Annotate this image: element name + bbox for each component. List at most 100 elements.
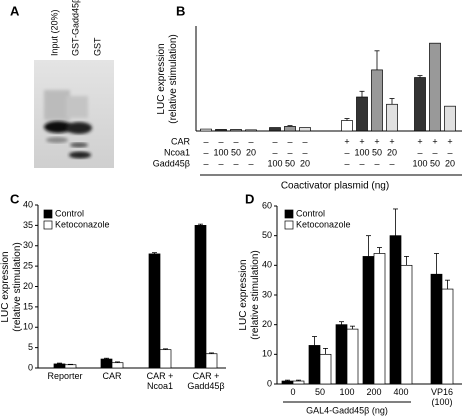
lane-label: GST-Gadd45β: [70, 0, 80, 56]
error-bar: [377, 247, 382, 254]
bar: [346, 328, 359, 385]
bar: [386, 103, 398, 132]
bar: [389, 235, 402, 385]
bar: [205, 353, 218, 369]
error-bar: [152, 252, 157, 254]
bar: [200, 128, 212, 132]
y-tick-label: 40: [23, 199, 33, 209]
error-bar: [209, 352, 214, 354]
x-tick-label: Reporter: [47, 371, 83, 381]
table-cell: 50: [231, 147, 241, 157]
x-tick-label: CAR + Ncoa1: [146, 371, 174, 391]
y-axis-label: LUC expression (relative stimulation): [156, 33, 179, 124]
error-bar: [198, 223, 203, 226]
bar: [430, 273, 443, 385]
bar: [148, 253, 161, 369]
y-tick-label: 35: [23, 220, 33, 230]
bar: [362, 256, 375, 385]
panel-label: D: [245, 191, 254, 206]
y-tick-label: 60: [262, 200, 272, 210]
table-cell: +: [432, 136, 437, 146]
table-cell: 20: [300, 158, 310, 168]
table-cell: –: [203, 147, 208, 157]
bar: [284, 126, 296, 132]
bar: [400, 264, 413, 385]
bar: [429, 42, 441, 132]
bar: [371, 69, 383, 132]
table-cell: –: [233, 158, 238, 168]
table-cell: +: [389, 136, 394, 146]
table-cell: 100: [354, 147, 369, 157]
legend-label: Ketoconazole: [296, 219, 351, 229]
table-cell: –: [272, 136, 277, 146]
table-cell: 100: [267, 158, 282, 168]
table-cell: –: [344, 158, 349, 168]
y-tick-label: 30: [23, 240, 33, 250]
table-cell: –: [374, 158, 379, 168]
error-bar: [359, 90, 365, 98]
legend-swatch: [43, 209, 53, 219]
y-tick-label: 20: [23, 281, 33, 291]
table-cell: +: [447, 136, 452, 146]
error-bar: [434, 253, 439, 275]
bar: [373, 253, 386, 385]
y-tick-label: 10: [23, 322, 33, 332]
error-bar: [312, 336, 317, 346]
table-cell: –: [389, 158, 394, 168]
table-cell: –: [203, 136, 208, 146]
lane-label: Input (20%): [49, 9, 59, 56]
error-bar: [57, 362, 62, 364]
error-bar: [350, 325, 355, 330]
x-tick-label: 100: [339, 387, 355, 397]
error-bar: [366, 235, 371, 257]
x-tick-label: 0: [290, 387, 296, 397]
bar: [159, 349, 172, 369]
bar: [194, 225, 207, 369]
table-cell: –: [417, 147, 422, 157]
y-tick-label: 50: [262, 230, 272, 240]
table-cell: –: [432, 147, 437, 157]
table-cell: –: [248, 158, 253, 168]
error-bar: [115, 361, 120, 363]
error-bar: [417, 75, 423, 78]
panel-label: B: [176, 3, 185, 18]
group-label: GAL4-Gadd45β (ng): [306, 405, 388, 415]
table-cell: +: [417, 136, 422, 146]
table-cell: +: [374, 136, 379, 146]
x-tick-label: CAR: [102, 371, 122, 381]
table-cell: 100: [213, 147, 228, 157]
panel-label: A: [10, 3, 20, 18]
y-tick-label: 40: [262, 260, 272, 270]
table-cell: –: [218, 158, 223, 168]
x-tick-label: 400: [393, 387, 409, 397]
y-tick-label: 5: [28, 342, 33, 352]
x-tick-label: 50: [314, 387, 325, 397]
table-cell: –: [248, 136, 253, 146]
error-bar: [323, 347, 328, 355]
bar: [53, 363, 66, 369]
table-cell: 50: [285, 158, 295, 168]
y-tick-label: 20: [262, 319, 272, 329]
x-axis-label: Coactivator plasmid (ng): [281, 181, 389, 192]
table-cell: 20: [445, 158, 455, 168]
table-cell: 50: [430, 158, 440, 168]
error-bar: [339, 321, 344, 325]
error-bar: [163, 348, 168, 350]
table-cell: 50: [372, 147, 382, 157]
table-cell: –: [272, 147, 277, 157]
legend-label: Ketoconazole: [55, 219, 110, 229]
legend-swatch: [284, 220, 294, 230]
y-axis-label: LUC expression (relative stimulation): [0, 241, 23, 332]
table-cell: +: [344, 136, 349, 146]
x-tick-label: CAR + Gadd45β: [187, 371, 225, 391]
table-cell: +: [359, 136, 364, 146]
row-label: CAR: [171, 136, 191, 146]
legend-label: Control: [296, 208, 325, 218]
table-cell: –: [302, 136, 307, 146]
bar: [356, 96, 368, 132]
x-tick-label: VP16 (100): [430, 387, 454, 407]
bar: [341, 120, 353, 132]
error-bar: [287, 125, 293, 127]
x-tick-label: 200: [366, 387, 382, 397]
table-cell: –: [447, 147, 452, 157]
